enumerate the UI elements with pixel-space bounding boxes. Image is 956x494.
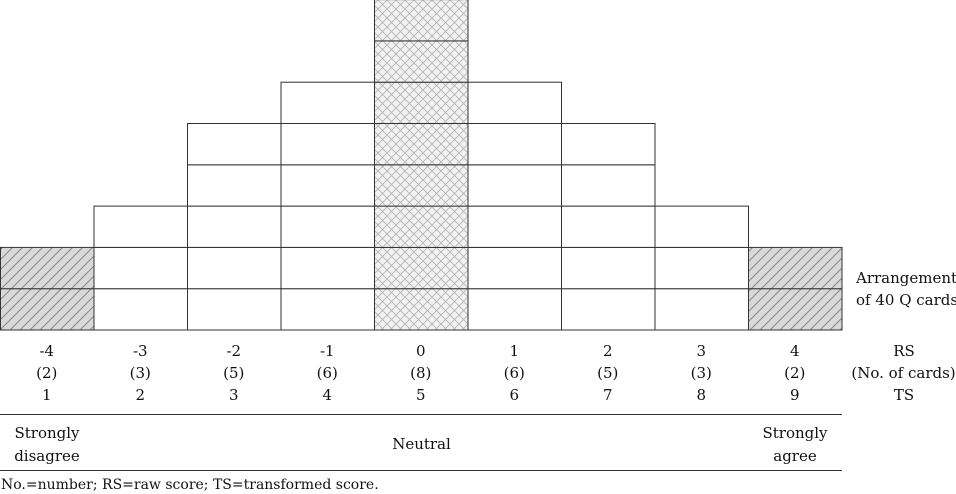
neutral-label: Neutral bbox=[392, 435, 451, 453]
card-cell bbox=[374, 288, 469, 331]
card-cell bbox=[467, 123, 562, 166]
strongly-disagree-line2: disagree bbox=[14, 447, 80, 465]
card-cell bbox=[561, 205, 656, 248]
rs-value: -4 bbox=[39, 342, 55, 360]
card-cell bbox=[280, 246, 375, 290]
q-sort-grid bbox=[0, 0, 843, 331]
card-cell bbox=[187, 288, 282, 331]
cards-count: (6) bbox=[316, 364, 338, 382]
ts-value: 9 bbox=[789, 386, 800, 404]
card-cell bbox=[280, 123, 375, 166]
card-cell bbox=[467, 81, 562, 124]
strongly-disagree-line1: Strongly bbox=[14, 424, 80, 442]
card-cell bbox=[467, 288, 562, 331]
card-cell bbox=[187, 123, 282, 166]
ts-value: 5 bbox=[415, 386, 426, 404]
cards-count: (8) bbox=[410, 364, 432, 382]
card-cell bbox=[374, 81, 469, 124]
card-cell bbox=[654, 288, 749, 331]
ts-value: 1 bbox=[41, 386, 52, 404]
card-cell bbox=[374, 0, 469, 42]
cards-count: (3) bbox=[690, 364, 712, 382]
card-cell bbox=[280, 288, 375, 331]
card-cell bbox=[374, 123, 469, 166]
scale-top-rule bbox=[0, 414, 842, 415]
card-cell bbox=[467, 164, 562, 207]
card-cell bbox=[187, 205, 282, 248]
card-cell bbox=[374, 164, 469, 207]
rs-value: 2 bbox=[602, 342, 613, 360]
rs-value: -2 bbox=[226, 342, 242, 360]
rs-value: 1 bbox=[509, 342, 520, 360]
cards-count: (2) bbox=[784, 364, 806, 382]
scale-bottom-rule bbox=[0, 470, 842, 471]
card-cell bbox=[374, 40, 469, 83]
card-cell bbox=[280, 205, 375, 248]
card-cell bbox=[280, 164, 375, 207]
ts-value: 7 bbox=[602, 386, 613, 404]
card-cell bbox=[374, 246, 469, 290]
card-cell bbox=[93, 205, 188, 248]
card-cell bbox=[561, 246, 656, 290]
card-cell bbox=[748, 246, 843, 290]
card-cell bbox=[654, 246, 749, 290]
ts-value: 3 bbox=[228, 386, 239, 404]
cards-count: (5) bbox=[597, 364, 619, 382]
cards-count: (2) bbox=[36, 364, 58, 382]
arrangement-label-line2: of 40 Q cards bbox=[856, 291, 956, 309]
card-cell bbox=[561, 123, 656, 166]
card-cell bbox=[280, 81, 375, 124]
card-cell bbox=[93, 288, 188, 331]
card-cell bbox=[561, 164, 656, 207]
card-cell bbox=[93, 246, 188, 290]
ts-row-label: TS bbox=[893, 386, 915, 404]
strongly-agree-line1: Strongly bbox=[762, 424, 828, 442]
card-cell bbox=[654, 205, 749, 248]
cards-row-label: (No. of cards) bbox=[851, 364, 956, 382]
card-cell bbox=[187, 164, 282, 207]
cards-count: (6) bbox=[503, 364, 525, 382]
rs-value: 0 bbox=[415, 342, 426, 360]
card-cell bbox=[561, 288, 656, 331]
ts-value: 2 bbox=[135, 386, 146, 404]
rs-value: -3 bbox=[132, 342, 148, 360]
rs-value: -1 bbox=[319, 342, 335, 360]
card-cell bbox=[0, 246, 95, 290]
ts-value: 8 bbox=[696, 386, 707, 404]
rs-row-label: RS bbox=[893, 342, 915, 360]
ts-value: 4 bbox=[322, 386, 333, 404]
cards-count: (3) bbox=[129, 364, 151, 382]
card-cell bbox=[467, 205, 562, 248]
rs-value: 4 bbox=[789, 342, 800, 360]
arrangement-label-line1: Arrangement bbox=[856, 269, 956, 287]
footnote: No.=number; RS=raw score; TS=transformed… bbox=[1, 477, 379, 493]
strongly-agree-line2: agree bbox=[773, 447, 817, 465]
card-cell bbox=[748, 288, 843, 331]
rs-value: 3 bbox=[696, 342, 707, 360]
ts-value: 6 bbox=[509, 386, 520, 404]
card-cell bbox=[187, 246, 282, 290]
card-cell bbox=[0, 288, 95, 331]
card-cell bbox=[374, 205, 469, 248]
cards-count: (5) bbox=[223, 364, 245, 382]
card-cell bbox=[467, 246, 562, 290]
